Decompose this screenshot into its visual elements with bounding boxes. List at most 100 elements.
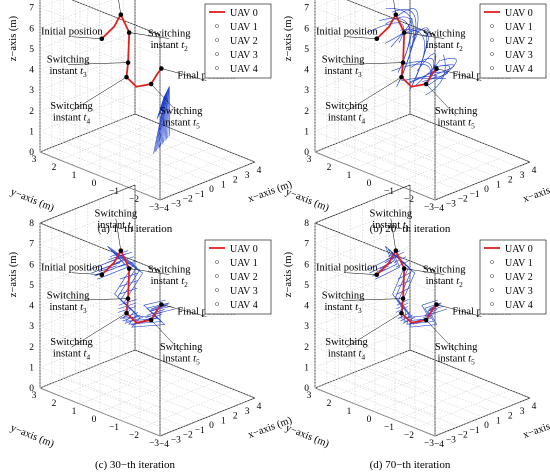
panel-caption: (d) 70−th iteration <box>370 459 451 471</box>
x-tick-label: 4 <box>257 402 262 412</box>
y-tick-label: −1 <box>384 423 394 433</box>
y-tick-label: 2 <box>327 399 332 409</box>
y-tick-label: −3 <box>424 203 434 213</box>
y-tick-label: 1 <box>72 171 77 181</box>
annotation: Initial position <box>316 27 378 38</box>
grid-line <box>39 131 161 180</box>
x-tick-label: 0 <box>209 185 214 195</box>
x-tick-label: 0 <box>209 421 214 431</box>
z-tick-label: 3 <box>29 86 34 96</box>
grid-line <box>354 365 451 405</box>
grid-line <box>59 357 156 397</box>
legend-swatch <box>490 24 494 28</box>
legend-entry: UAV 0 <box>230 8 258 19</box>
annotation-leader <box>390 218 397 251</box>
x-tick-label: 1 <box>221 416 226 426</box>
annotation-line1: Switching <box>50 101 93 112</box>
annotation-leader <box>346 312 402 348</box>
z-tick-label: 6 <box>29 24 34 34</box>
z-tick-label: 6 <box>304 24 309 34</box>
follower-trace <box>366 245 438 319</box>
legend-swatch <box>215 302 219 306</box>
annotation-line1: Switching <box>148 265 191 276</box>
grid-line <box>314 287 411 327</box>
annotation-leader <box>436 68 482 81</box>
grid-line <box>414 153 511 193</box>
legend-swatch <box>490 274 494 278</box>
legend-entry: UAV 2 <box>505 36 533 47</box>
annotation-leader <box>71 36 102 39</box>
annotation-line2: instant t4 <box>328 113 366 126</box>
y-tick-label: −1 <box>109 187 119 197</box>
grid-line <box>314 349 411 389</box>
z-tick-label: 2 <box>29 107 34 117</box>
annotation-leader <box>71 76 127 112</box>
z-tick-label: 2 <box>29 343 34 353</box>
grid-line <box>338 378 459 427</box>
annotation-line2: instant t5 <box>163 118 201 131</box>
annotation-line1: Switching <box>50 337 93 348</box>
box-edge <box>346 0 436 36</box>
annotation-line1: Switching <box>423 29 466 40</box>
grid-line <box>39 51 136 91</box>
grid-line <box>314 110 436 159</box>
annotation-leader <box>161 68 207 81</box>
legend-swatch <box>215 288 219 292</box>
annotation-leader <box>129 268 170 275</box>
annotation-line1: Switching <box>435 106 478 117</box>
z-tick-label: 0 <box>29 384 34 394</box>
y-tick-label: 3 <box>307 391 312 401</box>
x-tick-label: 3 <box>520 171 525 181</box>
z-tick-label: 1 <box>304 363 309 373</box>
y-tick-label: −2 <box>404 195 414 205</box>
grid-line <box>39 267 136 306</box>
key-point <box>159 302 164 307</box>
annotation-line2: instant t4 <box>53 349 91 362</box>
annotation-line1: Switching <box>148 29 191 40</box>
grid-line <box>374 373 471 413</box>
grid-line <box>79 365 176 405</box>
annotation-leader <box>404 32 445 39</box>
grid-line <box>314 184 411 224</box>
y-tick-label: 0 <box>92 415 97 425</box>
annotation-leader <box>393 0 397 15</box>
follower-trace <box>158 99 166 148</box>
grid-line <box>111 123 232 172</box>
follower-trace <box>416 77 446 79</box>
grid-line <box>414 389 511 429</box>
legend-swatch <box>490 52 494 56</box>
grid-line <box>394 145 491 185</box>
annotation-leader <box>68 62 129 65</box>
x-tick-label: 0 <box>484 421 489 431</box>
grid-line <box>398 354 519 403</box>
annotation-leader <box>346 272 377 275</box>
follower-trace <box>163 86 170 137</box>
annotation-text: Initial position <box>41 27 103 38</box>
z-tick-label: 7 <box>304 240 309 250</box>
annotation-line2: instant t2 <box>426 40 464 53</box>
legend-entry: UAV 3 <box>505 286 533 297</box>
grid-line <box>314 51 411 91</box>
x-tick-label: 1 <box>496 416 501 426</box>
grid-line <box>159 161 256 201</box>
grid-line <box>314 305 436 354</box>
annotation-line1: Switching <box>370 209 413 220</box>
grid-line <box>334 357 431 397</box>
grid-line <box>39 329 136 368</box>
y-axis-label: y−axis (m) <box>284 187 331 215</box>
annotation-line2: instant t3 <box>49 66 87 79</box>
x-axis-label: x−axis (m) <box>522 179 550 205</box>
annotation-line2: instant t2 <box>151 276 189 289</box>
y-tick-label: −3 <box>149 439 159 449</box>
